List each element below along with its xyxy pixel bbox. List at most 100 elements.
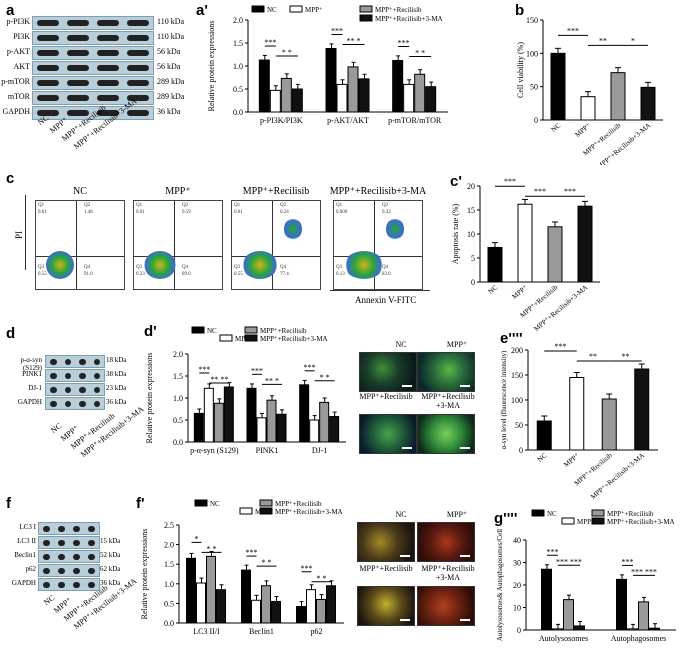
blot-kda-label: 18 kDa [106,356,127,364]
significance-label: ** [622,352,630,361]
blot-kda-label: 56 kDa [157,62,181,71]
panel-letter-f-prime: f' [136,495,145,512]
category-label: NC [550,121,563,134]
flow-y-axis-arrow [25,195,26,270]
blot-band [67,80,89,86]
blot-strip [32,31,154,45]
blot-band [67,110,89,116]
y-tick-label: 1.5 [164,560,174,569]
category-label: PINK1 [256,446,279,455]
blot-band [37,80,59,86]
y-tick-label: 0 [471,278,475,287]
flow-plot-title: MPP⁺+Recilisib+3-MA [329,186,427,197]
significance-label: *** [547,547,559,556]
y-tick-label: 10 [467,230,475,239]
bar [271,600,281,624]
blot-band [93,386,100,393]
blot-row-label: p62 [25,565,37,573]
blot-band [73,525,80,532]
blot-row-label: AKT [13,62,30,71]
significance-label: *** [301,564,313,573]
bar [258,59,270,113]
flow-quadrant-label: Q1 [234,203,241,208]
blot-kda-label: 36 kDa [106,398,127,406]
category-label: p-AKT/AKT [327,116,369,125]
blot-band [50,386,57,393]
bar [246,387,257,443]
significance-label: ** * [347,37,361,46]
flow-cell-population [284,217,302,241]
bar [577,205,593,283]
blot-strip [45,383,105,396]
blot-row-label: GAPDH [11,579,36,587]
blot-band [73,567,80,574]
flow-cell-population [386,217,404,241]
bar [280,77,292,113]
bar [241,569,251,624]
blot-band [73,581,80,588]
flow-quadrant-label: Q3 [234,265,241,270]
mic-g-nc-image [357,522,415,562]
flow-quadrant-label: Q2 [84,203,91,208]
significance-label: *** [264,38,276,47]
blot-band [58,553,65,560]
microscopy-g: NC MPP⁺ MPP⁺+Recilisib MPP⁺+Recilisib +3… [355,510,475,645]
blot-band [43,581,50,588]
blot-band [73,553,80,560]
y-tick-label: 1.0 [164,580,174,589]
category-label: p-PI3K/PI3K [260,116,303,125]
category-label: p62 [311,627,323,636]
flow-plot: Q1 0.01 Q2 1.48 Q3 0.55 Q4 91.0 [35,200,125,290]
legend-label: MPP⁺ [235,335,253,343]
y-tick-label: 0 [534,116,538,125]
bar [403,83,415,113]
blot-kda-label: 36 kDa [157,107,181,116]
blot-strip [38,536,100,549]
y-tick-label: 10 [513,604,521,613]
flow-plot: Q1 0.01 Q2 0.59 Q3 0.23 Q4 89.0 [133,200,223,290]
blot-band [88,581,95,588]
y-tick-label: 1.5 [173,372,183,381]
mic-e-label-recilisib: MPP⁺+Recilisib [359,392,413,401]
flow-quadrant-value: 0.01 [136,210,145,215]
significance-label: * [195,534,199,543]
flow-quadrant-label: Q4 [182,265,189,270]
y-axis-label: Relative protein expressions [140,529,149,620]
bar [296,606,306,624]
blot-kda-label: 36 kDa [100,579,121,587]
bar [256,417,267,443]
flow-quadrant-value: 0.000 [336,210,348,215]
bar [216,589,226,624]
chart-g-qprime: 0 10 20 30 40 Autolysosomes& Autophagosomes/C… [496,509,676,643]
flow-cell-population [46,251,74,279]
blot-kda-label: 289 kDa [157,77,185,86]
western-blot-a: p-PI3K 110 kDa PI3K 110 kDa p-AKT 56 kDa AKT 56… [0,0,195,165]
blot-band [97,95,119,101]
bar [536,420,552,451]
microscopy-e: NC MPP⁺ MPP⁺+Recilisib MPP⁺+Recilisib +3… [355,340,475,470]
flow-plot: Q1 0.000 Q2 0.32 Q3 0.13 Q4 83.0 [333,200,423,290]
y-tick-label: 0.0 [173,438,183,447]
blot-strip [32,61,154,75]
legend-swatch [244,326,258,334]
y-tick-label: 1.5 [233,39,243,48]
legend-label: MPP⁺+Recilisib [375,6,422,14]
y-tick-label: 100 [526,49,538,58]
significance-label: *** *** [631,567,657,576]
bar [325,48,337,113]
significance-label: *** [198,365,210,374]
legend-swatch [191,326,205,334]
flow-quadrant-value: 0.13 [336,272,345,277]
significance-label: * [631,36,635,45]
bar [569,377,585,451]
category-label: NC [536,451,549,464]
bar [550,52,566,121]
blot-row-label: PINK1 [22,370,42,378]
blot-band [67,50,89,56]
blot-band [127,110,149,116]
blot-band [93,358,100,365]
chart-a-prime: 0.0 0.5 1.0 1.5 2.0 Relative protein expressi… [207,5,448,125]
blot-strip [45,355,105,368]
category-label: MPP⁺+Recilisib+3-MA [595,121,652,165]
significance-label: ** [599,36,607,45]
